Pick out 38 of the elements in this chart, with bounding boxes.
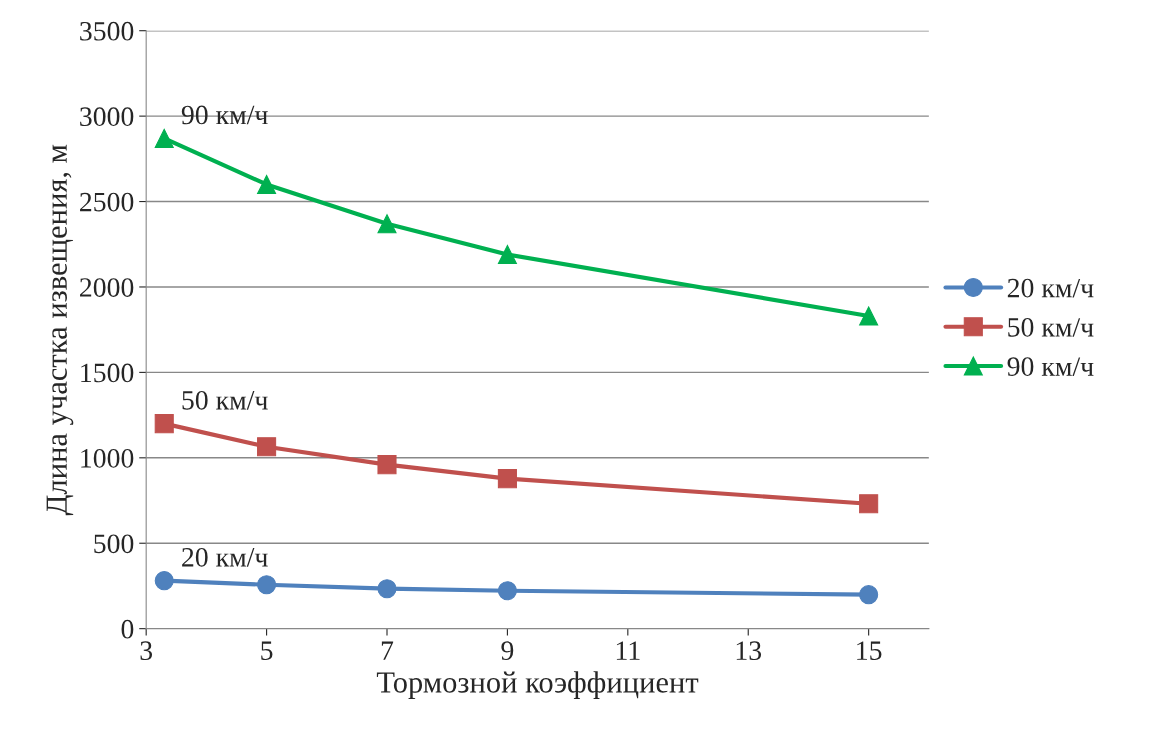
annotation: 50 км/ч — [182, 390, 268, 410]
x-tick-label: 13 — [736, 641, 762, 661]
point — [257, 575, 277, 595]
point — [257, 174, 277, 195]
x-tick-label: 3 — [140, 641, 153, 661]
x-axis-title: Тормозной коэффициент — [376, 671, 699, 699]
x-tick-label: 15 — [857, 641, 882, 661]
x-tick-label: 7 — [381, 641, 394, 660]
point — [377, 579, 397, 599]
y-tick-label: 1500 — [81, 363, 134, 383]
point — [859, 306, 879, 326]
legend-label: 90 км/ч — [1007, 357, 1094, 376]
point — [859, 585, 879, 605]
legend-label: 20 км/ч — [1007, 278, 1094, 298]
point — [497, 581, 517, 601]
y-tick-label: 2500 — [80, 192, 134, 212]
annotation: 90 км/ч — [181, 105, 268, 125]
y-tick-label: 500 — [94, 534, 134, 554]
point — [859, 494, 879, 514]
x-tick-label: 5 — [261, 641, 273, 661]
point — [497, 244, 517, 265]
x-tick-label: 11 — [616, 641, 640, 660]
y-tick-label: 3000 — [80, 107, 134, 127]
point — [377, 214, 397, 234]
annotation: 20 км/ч — [182, 547, 268, 567]
x-tick-label: 9 — [501, 641, 514, 661]
y-tick-label: 3500 — [80, 21, 134, 41]
y-axis-title: Длина участка извещения, м — [46, 144, 74, 516]
point — [154, 128, 174, 148]
point — [154, 414, 174, 434]
point — [497, 469, 517, 489]
point — [377, 455, 397, 475]
point — [154, 571, 174, 591]
y-tick-label: 1000 — [81, 448, 134, 468]
point — [257, 437, 277, 457]
y-tick-label: 2000 — [80, 278, 134, 297]
legend-label: 50 км/ч — [1008, 317, 1094, 337]
y-tick-label: 0 — [121, 619, 134, 639]
